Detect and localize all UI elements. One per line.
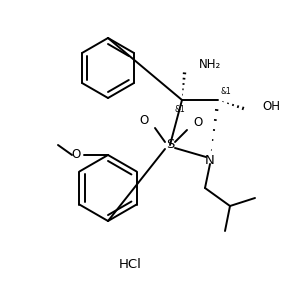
Text: O: O [193, 115, 203, 128]
Text: HCl: HCl [118, 259, 141, 272]
Text: &1: &1 [221, 88, 231, 96]
Text: S: S [166, 139, 174, 151]
Text: OH: OH [262, 101, 280, 113]
Text: &1: &1 [175, 105, 185, 113]
Text: O: O [139, 113, 149, 126]
Text: O: O [71, 149, 80, 162]
Text: N: N [205, 154, 215, 166]
Text: NH₂: NH₂ [199, 58, 221, 71]
